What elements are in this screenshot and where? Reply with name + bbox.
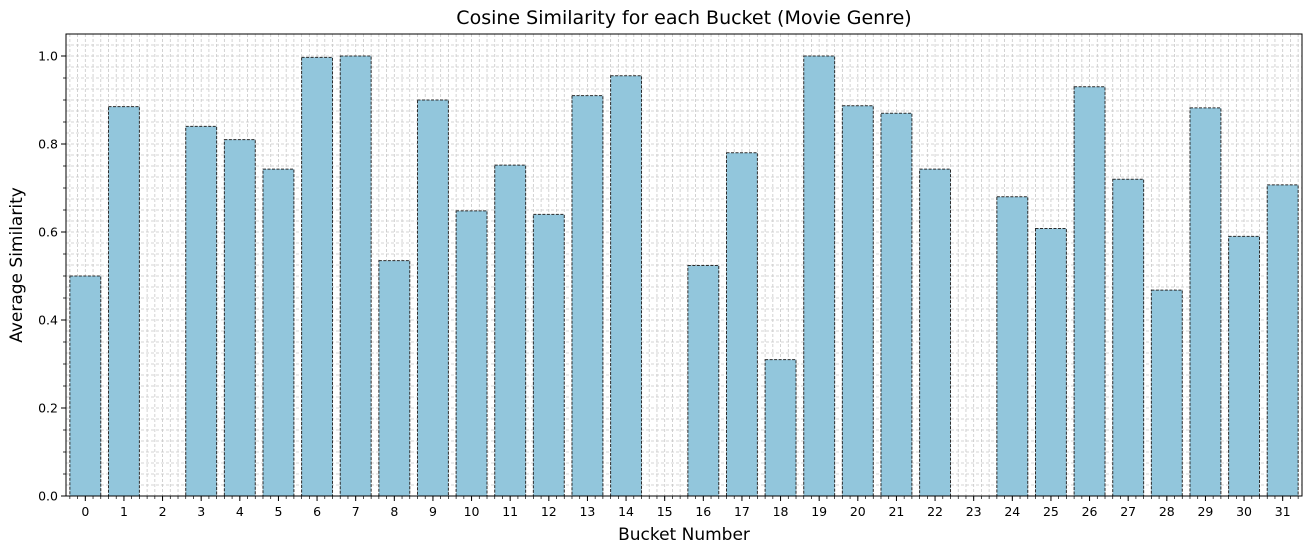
x-tick-label: 28 (1159, 504, 1175, 519)
x-tick-label: 17 (734, 504, 750, 519)
x-tick-label: 4 (236, 504, 244, 519)
bar-1 (107, 106, 140, 497)
x-tick-label: 3 (197, 504, 205, 519)
x-tick-label: 10 (464, 504, 480, 519)
x-tick-label: 0 (81, 504, 89, 519)
bar-25 (1034, 227, 1067, 497)
bars-layer (69, 55, 1299, 497)
y-tick-label: 0.6 (38, 225, 58, 240)
bar-27 (1112, 178, 1145, 497)
bar-17 (725, 152, 758, 497)
bar-5 (262, 168, 295, 497)
bar-12 (532, 213, 565, 497)
bar-7 (339, 55, 372, 497)
bar-0 (69, 275, 102, 497)
x-tick-label: 25 (1043, 504, 1059, 519)
bar-20 (841, 105, 874, 497)
y-axis-label: Average Similarity (7, 187, 27, 343)
x-tick-label: 31 (1275, 504, 1291, 519)
chart-title: Cosine Similarity for each Bucket (Movie… (456, 7, 911, 29)
bar-6 (301, 56, 334, 497)
bar-4 (223, 139, 256, 497)
x-tick-label: 27 (1120, 504, 1136, 519)
y-tick-label: 0.2 (38, 401, 58, 416)
x-tick-label: 16 (695, 504, 711, 519)
bar-13 (571, 95, 604, 497)
x-tick-label: 24 (1004, 504, 1020, 519)
x-tick-label: 19 (811, 504, 827, 519)
x-tick-label: 30 (1236, 504, 1252, 519)
bar-30 (1228, 235, 1261, 497)
bar-11 (494, 164, 527, 497)
x-tick-label: 6 (313, 504, 321, 519)
x-tick-label: 29 (1197, 504, 1213, 519)
bar-16 (687, 264, 720, 497)
bar-31 (1266, 184, 1299, 497)
bar-10 (455, 210, 488, 497)
x-axis-label: Bucket Number (618, 525, 750, 545)
bar-14 (610, 75, 643, 497)
x-tick-label: 13 (579, 504, 595, 519)
x-tick-label: 22 (927, 504, 943, 519)
x-tick-label: 5 (274, 504, 282, 519)
x-tick-label: 7 (352, 504, 360, 519)
plot-frame (65, 33, 1303, 497)
y-tick-label: 0.4 (38, 313, 58, 328)
x-tick-label: 1 (120, 504, 128, 519)
x-tick-label: 15 (657, 504, 673, 519)
bar-21 (880, 112, 913, 497)
ticks-layer: 0.00.20.40.60.81.00 1 2 3 4 5 6 7 8 9 10 11 12 13 14 15… (38, 49, 1299, 519)
bar-8 (378, 260, 411, 497)
x-tick-label: 12 (541, 504, 557, 519)
x-tick-label: 9 (429, 504, 437, 519)
bar-18 (764, 359, 797, 497)
x-tick-label: 8 (390, 504, 398, 519)
x-tick-label: 20 (850, 504, 866, 519)
bar-24 (996, 196, 1029, 497)
x-tick-label: 18 (773, 504, 789, 519)
x-tick-label: 14 (618, 504, 634, 519)
bar-3 (185, 125, 218, 497)
bar-26 (1073, 86, 1106, 497)
x-tick-label: 11 (502, 504, 518, 519)
bar-22 (919, 168, 952, 497)
x-tick-label: 21 (888, 504, 904, 519)
bar-28 (1150, 289, 1183, 497)
y-tick-label: 0.8 (38, 137, 58, 152)
x-tick-label: 2 (159, 504, 167, 519)
bar-19 (803, 55, 836, 497)
bar-29 (1189, 107, 1222, 497)
x-tick-label: 26 (1082, 504, 1098, 519)
y-tick-label: 0.0 (38, 489, 58, 504)
x-tick-label: 23 (966, 504, 982, 519)
bar-9 (416, 99, 449, 497)
y-tick-label: 1.0 (38, 49, 58, 64)
